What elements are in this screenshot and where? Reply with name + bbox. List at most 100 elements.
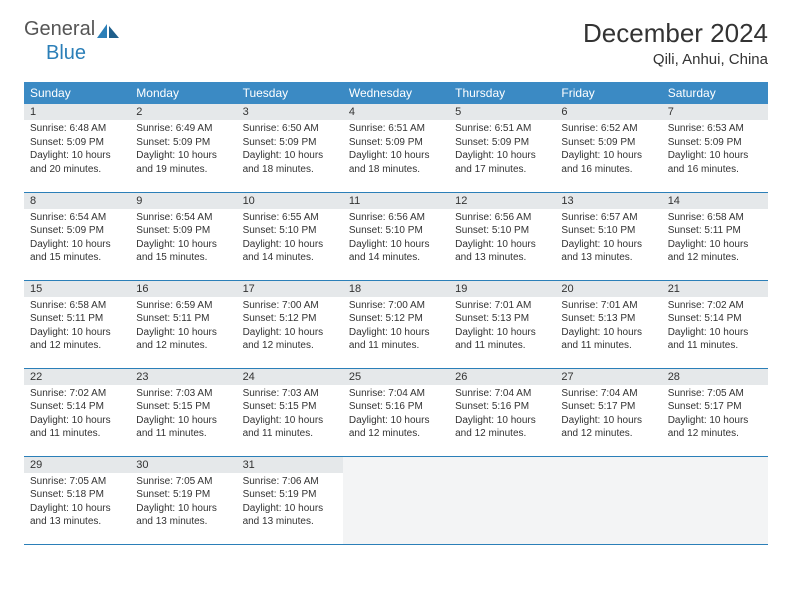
- calendar-row: 22Sunrise: 7:02 AMSunset: 5:14 PMDayligh…: [24, 368, 768, 456]
- day-data: Sunrise: 7:05 AMSunset: 5:17 PMDaylight:…: [662, 385, 768, 445]
- day-data: Sunrise: 7:00 AMSunset: 5:12 PMDaylight:…: [237, 297, 343, 357]
- calendar-row: 1Sunrise: 6:48 AMSunset: 5:09 PMDaylight…: [24, 104, 768, 192]
- day-number: 3: [237, 104, 343, 120]
- day-number: 11: [343, 193, 449, 209]
- logo-gray-text: General: [24, 18, 95, 41]
- day-data: Sunrise: 6:58 AMSunset: 5:11 PMDaylight:…: [662, 209, 768, 269]
- day-data: Sunrise: 6:55 AMSunset: 5:10 PMDaylight:…: [237, 209, 343, 269]
- calendar-cell: 7Sunrise: 6:53 AMSunset: 5:09 PMDaylight…: [662, 104, 768, 192]
- day-data: Sunrise: 7:03 AMSunset: 5:15 PMDaylight:…: [130, 385, 236, 445]
- calendar-cell: [662, 456, 768, 544]
- day-number: 27: [555, 369, 661, 385]
- day-data: Sunrise: 7:02 AMSunset: 5:14 PMDaylight:…: [24, 385, 130, 445]
- calendar-cell: 17Sunrise: 7:00 AMSunset: 5:12 PMDayligh…: [237, 280, 343, 368]
- day-number: 29: [24, 457, 130, 473]
- day-number: 28: [662, 369, 768, 385]
- calendar-cell: 26Sunrise: 7:04 AMSunset: 5:16 PMDayligh…: [449, 368, 555, 456]
- weekday-header: Sunday: [24, 82, 130, 104]
- day-number: 13: [555, 193, 661, 209]
- calendar-body: 1Sunrise: 6:48 AMSunset: 5:09 PMDaylight…: [24, 104, 768, 544]
- calendar-cell: 9Sunrise: 6:54 AMSunset: 5:09 PMDaylight…: [130, 192, 236, 280]
- logo-blue-text: Blue: [46, 42, 86, 65]
- calendar-row: 15Sunrise: 6:58 AMSunset: 5:11 PMDayligh…: [24, 280, 768, 368]
- calendar-cell: 13Sunrise: 6:57 AMSunset: 5:10 PMDayligh…: [555, 192, 661, 280]
- calendar-cell: 10Sunrise: 6:55 AMSunset: 5:10 PMDayligh…: [237, 192, 343, 280]
- calendar-cell: [343, 456, 449, 544]
- calendar-cell: 31Sunrise: 7:06 AMSunset: 5:19 PMDayligh…: [237, 456, 343, 544]
- logo-sail-icon: [97, 22, 119, 38]
- day-data: Sunrise: 6:56 AMSunset: 5:10 PMDaylight:…: [343, 209, 449, 269]
- day-data: Sunrise: 7:04 AMSunset: 5:16 PMDaylight:…: [343, 385, 449, 445]
- day-data: Sunrise: 7:06 AMSunset: 5:19 PMDaylight:…: [237, 473, 343, 533]
- calendar-cell: 24Sunrise: 7:03 AMSunset: 5:15 PMDayligh…: [237, 368, 343, 456]
- calendar-cell: 23Sunrise: 7:03 AMSunset: 5:15 PMDayligh…: [130, 368, 236, 456]
- header: General December 2024 Qili, Anhui, China: [24, 18, 768, 68]
- day-number: 22: [24, 369, 130, 385]
- day-data: Sunrise: 6:48 AMSunset: 5:09 PMDaylight:…: [24, 120, 130, 180]
- calendar-cell: 22Sunrise: 7:02 AMSunset: 5:14 PMDayligh…: [24, 368, 130, 456]
- calendar-cell: 27Sunrise: 7:04 AMSunset: 5:17 PMDayligh…: [555, 368, 661, 456]
- calendar-cell: 28Sunrise: 7:05 AMSunset: 5:17 PMDayligh…: [662, 368, 768, 456]
- calendar-cell: 1Sunrise: 6:48 AMSunset: 5:09 PMDaylight…: [24, 104, 130, 192]
- day-number: 24: [237, 369, 343, 385]
- calendar-cell: 11Sunrise: 6:56 AMSunset: 5:10 PMDayligh…: [343, 192, 449, 280]
- calendar-cell: 4Sunrise: 6:51 AMSunset: 5:09 PMDaylight…: [343, 104, 449, 192]
- day-number: 7: [662, 104, 768, 120]
- calendar-cell: 6Sunrise: 6:52 AMSunset: 5:09 PMDaylight…: [555, 104, 661, 192]
- calendar-cell: 25Sunrise: 7:04 AMSunset: 5:16 PMDayligh…: [343, 368, 449, 456]
- day-data: Sunrise: 6:54 AMSunset: 5:09 PMDaylight:…: [24, 209, 130, 269]
- day-number: 15: [24, 281, 130, 297]
- day-data: Sunrise: 7:02 AMSunset: 5:14 PMDaylight:…: [662, 297, 768, 357]
- day-number: 10: [237, 193, 343, 209]
- day-data: Sunrise: 6:54 AMSunset: 5:09 PMDaylight:…: [130, 209, 236, 269]
- calendar-cell: 5Sunrise: 6:51 AMSunset: 5:09 PMDaylight…: [449, 104, 555, 192]
- day-data: Sunrise: 7:04 AMSunset: 5:17 PMDaylight:…: [555, 385, 661, 445]
- day-number: 5: [449, 104, 555, 120]
- calendar-table: SundayMondayTuesdayWednesdayThursdayFrid…: [24, 82, 768, 545]
- calendar-cell: 18Sunrise: 7:00 AMSunset: 5:12 PMDayligh…: [343, 280, 449, 368]
- day-data: Sunrise: 6:56 AMSunset: 5:10 PMDaylight:…: [449, 209, 555, 269]
- calendar-cell: 30Sunrise: 7:05 AMSunset: 5:19 PMDayligh…: [130, 456, 236, 544]
- day-data: Sunrise: 6:51 AMSunset: 5:09 PMDaylight:…: [449, 120, 555, 180]
- calendar-cell: 20Sunrise: 7:01 AMSunset: 5:13 PMDayligh…: [555, 280, 661, 368]
- day-data: Sunrise: 7:04 AMSunset: 5:16 PMDaylight:…: [449, 385, 555, 445]
- day-data: Sunrise: 7:01 AMSunset: 5:13 PMDaylight:…: [555, 297, 661, 357]
- day-data: Sunrise: 6:49 AMSunset: 5:09 PMDaylight:…: [130, 120, 236, 180]
- day-number: 21: [662, 281, 768, 297]
- day-number: 8: [24, 193, 130, 209]
- calendar-cell: 14Sunrise: 6:58 AMSunset: 5:11 PMDayligh…: [662, 192, 768, 280]
- location: Qili, Anhui, China: [583, 51, 768, 68]
- day-data: Sunrise: 7:03 AMSunset: 5:15 PMDaylight:…: [237, 385, 343, 445]
- weekday-header-row: SundayMondayTuesdayWednesdayThursdayFrid…: [24, 82, 768, 104]
- calendar-cell: 8Sunrise: 6:54 AMSunset: 5:09 PMDaylight…: [24, 192, 130, 280]
- day-number: 18: [343, 281, 449, 297]
- day-data: Sunrise: 6:53 AMSunset: 5:09 PMDaylight:…: [662, 120, 768, 180]
- day-data: Sunrise: 7:05 AMSunset: 5:18 PMDaylight:…: [24, 473, 130, 533]
- weekday-header: Friday: [555, 82, 661, 104]
- title-block: December 2024 Qili, Anhui, China: [583, 18, 768, 68]
- day-number: 4: [343, 104, 449, 120]
- day-number: 14: [662, 193, 768, 209]
- weekday-header: Wednesday: [343, 82, 449, 104]
- day-number: 19: [449, 281, 555, 297]
- calendar-row: 29Sunrise: 7:05 AMSunset: 5:18 PMDayligh…: [24, 456, 768, 544]
- day-number: 16: [130, 281, 236, 297]
- weekday-header: Monday: [130, 82, 236, 104]
- day-data: Sunrise: 6:59 AMSunset: 5:11 PMDaylight:…: [130, 297, 236, 357]
- day-data: Sunrise: 7:01 AMSunset: 5:13 PMDaylight:…: [449, 297, 555, 357]
- day-data: Sunrise: 6:57 AMSunset: 5:10 PMDaylight:…: [555, 209, 661, 269]
- calendar-cell: 16Sunrise: 6:59 AMSunset: 5:11 PMDayligh…: [130, 280, 236, 368]
- calendar-cell: 15Sunrise: 6:58 AMSunset: 5:11 PMDayligh…: [24, 280, 130, 368]
- calendar-cell: [555, 456, 661, 544]
- calendar-cell: 2Sunrise: 6:49 AMSunset: 5:09 PMDaylight…: [130, 104, 236, 192]
- calendar-cell: 29Sunrise: 7:05 AMSunset: 5:18 PMDayligh…: [24, 456, 130, 544]
- day-data: Sunrise: 6:52 AMSunset: 5:09 PMDaylight:…: [555, 120, 661, 180]
- day-data: Sunrise: 7:05 AMSunset: 5:19 PMDaylight:…: [130, 473, 236, 533]
- logo: General: [24, 18, 121, 41]
- day-number: 30: [130, 457, 236, 473]
- month-title: December 2024: [583, 18, 768, 49]
- calendar-cell: 12Sunrise: 6:56 AMSunset: 5:10 PMDayligh…: [449, 192, 555, 280]
- day-number: 2: [130, 104, 236, 120]
- weekday-header: Thursday: [449, 82, 555, 104]
- day-number: 26: [449, 369, 555, 385]
